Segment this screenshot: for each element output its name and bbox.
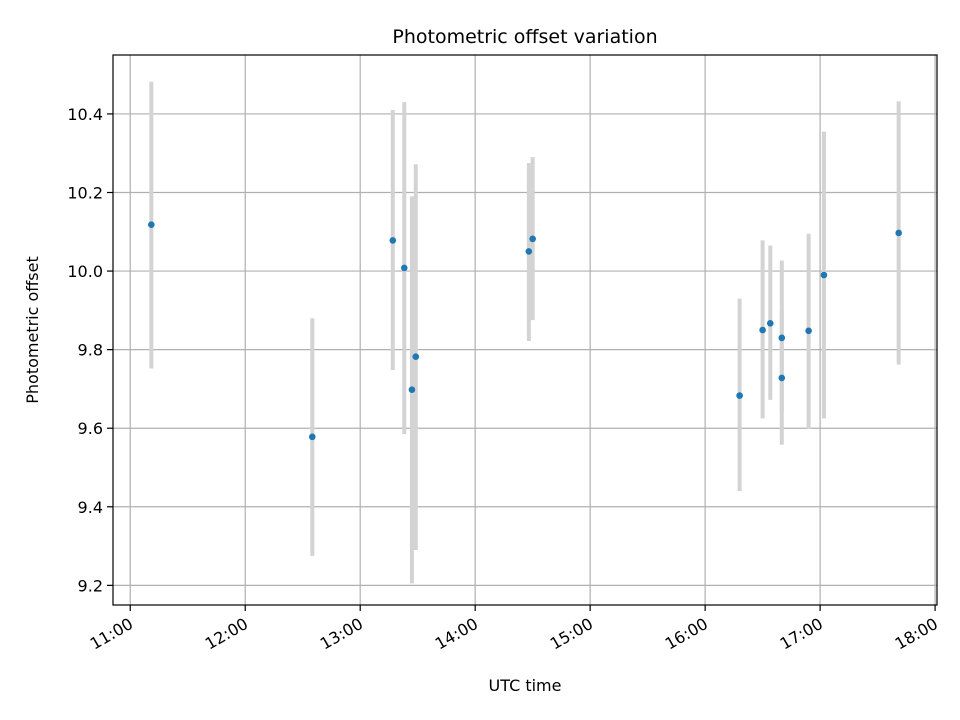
data-point (820, 271, 828, 279)
data-point (408, 386, 416, 394)
data-point (389, 237, 397, 244)
data-point (308, 433, 316, 441)
y-tick-label: 9.4 (78, 498, 103, 517)
grid-lines (113, 55, 937, 605)
data-point (736, 392, 743, 399)
data-point (778, 334, 786, 342)
data-point (766, 320, 774, 327)
x-axis-label: UTC time (489, 676, 562, 695)
data-point (148, 221, 155, 229)
y-axis-ticks: 9.2 9.4 9.6 9.8 10.0 10.2 10.4 (67, 105, 113, 595)
data-point (400, 264, 408, 272)
y-tick-label: 10.4 (67, 105, 103, 124)
y-tick-label: 10.2 (67, 184, 103, 203)
data-points (148, 221, 902, 441)
data-point (529, 235, 536, 243)
data-point (805, 327, 812, 335)
data-point (778, 374, 786, 382)
data-point (412, 353, 420, 361)
data-point (759, 326, 766, 334)
y-tick-label: 9.2 (78, 576, 103, 595)
y-tick-label: 9.6 (78, 419, 103, 438)
y-axis-label: Photometric offset (23, 256, 42, 404)
plot-frame (112, 54, 938, 606)
y-tick-label: 9.8 (78, 341, 103, 360)
data-point (525, 248, 533, 255)
data-point (895, 229, 902, 237)
chart-title: Photometric offset variation (392, 26, 657, 48)
y-tick-label: 10.0 (67, 262, 103, 281)
